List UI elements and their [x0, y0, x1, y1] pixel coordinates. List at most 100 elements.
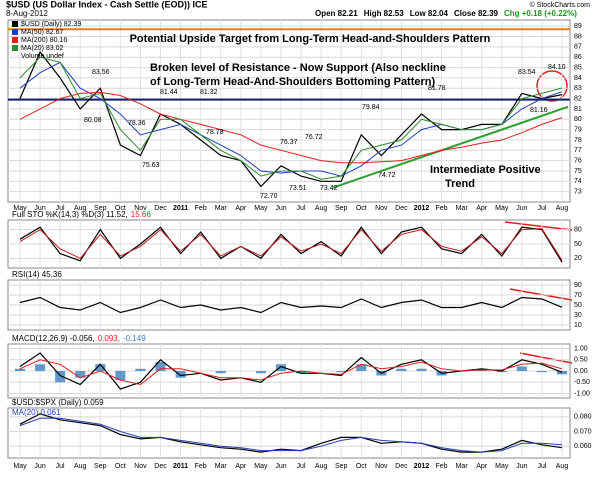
x-tick-label: Jun: [516, 463, 527, 470]
x-tick-label: Dec: [395, 205, 408, 212]
series-line: [19, 228, 563, 261]
point-label: 81.78: [428, 85, 446, 92]
x-tick-label: Jul: [56, 205, 65, 212]
date: 8-Aug-2012: [6, 9, 48, 18]
histogram-bar: [356, 364, 367, 371]
y-tick-label: 74: [574, 178, 582, 185]
panel-label: Full STO %K(14,3) %D(3) 11.52, 15.66: [12, 210, 151, 219]
point-label: 83.56: [92, 69, 110, 76]
x-tick-label: May: [254, 205, 268, 212]
y-tick-label: 81: [574, 106, 582, 113]
x-tick-label: Apr: [476, 205, 488, 212]
y-tick-label: 88: [574, 33, 582, 40]
panel-frame: [7, 19, 571, 203]
panel-label-part: 0.093,: [98, 334, 120, 343]
x-tick-label: Mar: [456, 205, 469, 212]
x-tick-label: Nov: [134, 463, 147, 470]
point-label: 80.08: [84, 117, 102, 124]
point-label: 83.54: [518, 69, 536, 76]
point-label: 78.78: [206, 129, 224, 136]
x-tick-label: Jun: [275, 205, 286, 212]
x-tick-label: Aug: [315, 205, 328, 212]
histogram-bar: [255, 371, 266, 374]
x-tick-label: Jul: [537, 205, 546, 212]
panel-label: RSI(14) 45.36: [12, 270, 62, 279]
x-tick-label: Jun: [516, 205, 527, 212]
legend-swatch: [12, 45, 18, 51]
x-tick-label: Oct: [115, 463, 126, 470]
panel-label-part: $USD:$SPX (Daily) 0.059: [12, 398, 104, 407]
y-tick-label: -0.50: [574, 379, 590, 386]
y-tick-label: 0.00: [574, 368, 588, 375]
histogram-bar: [516, 366, 527, 371]
series-line: [19, 413, 563, 453]
panel-frame: [7, 407, 571, 459]
divergence-line: [504, 221, 573, 231]
x-tick-label: Aug: [556, 205, 569, 212]
y-tick-label: 79: [574, 126, 582, 133]
y-tick-label: -1.00: [574, 390, 590, 397]
y-tick-label: 90: [574, 282, 582, 289]
panel-label: $USD:$SPX (Daily) 0.059: [12, 398, 104, 407]
point-label: 76.37: [280, 139, 298, 146]
histogram-bar: [275, 364, 286, 371]
legend-swatch: [12, 21, 18, 27]
x-tick-label: Jun: [34, 205, 45, 212]
y-tick-label: 0.070: [574, 428, 592, 435]
x-tick-label: 2012: [414, 205, 430, 212]
y-tick-label: 30: [574, 312, 582, 319]
legend-entry: $USD (Daily) 82.39: [21, 21, 81, 28]
point-label: 79.84: [362, 104, 380, 111]
y-tick-label: 85: [574, 64, 582, 71]
annotation: Broken level of Resistance - Now Support…: [150, 62, 446, 74]
x-tick-label: Aug: [556, 463, 569, 470]
x-tick-label: Apr: [476, 463, 488, 470]
x-tick-label: Sep: [335, 463, 348, 470]
point-label: 73.42: [320, 185, 338, 192]
histogram-bar: [396, 368, 407, 371]
point-label: 81.16: [530, 107, 548, 114]
histogram-bar: [135, 368, 146, 371]
y-tick-label: 50: [574, 302, 582, 309]
x-tick-label: Aug: [74, 463, 87, 470]
panel-label-part: 15.66: [131, 210, 152, 219]
panel-label-part: Full STO %K(14,3) %D(3) 11.52,: [12, 210, 128, 219]
point-label: 74.72: [378, 172, 396, 179]
series-line: [19, 359, 563, 386]
x-tick-label: Jul: [297, 463, 306, 470]
y-tick-label: 82: [574, 95, 582, 102]
x-tick-label: Nov: [375, 205, 388, 212]
y-tick-label: 86: [574, 54, 582, 61]
x-tick-label: Apr: [235, 205, 247, 212]
x-tick-label: Jul: [297, 205, 306, 212]
x-tick-label: Jul: [56, 463, 65, 470]
x-tick-label: 2012: [414, 463, 430, 470]
histogram-bar: [215, 371, 226, 374]
y-tick-label: 80: [574, 116, 582, 123]
legend-entry: MA(200) 80.16: [21, 37, 67, 44]
histogram-bar: [416, 368, 427, 371]
panel-label-part: MACD(12,26,9) -0.056,: [12, 334, 95, 343]
point-label: 75.63: [142, 162, 160, 169]
histogram-bar: [556, 371, 568, 375]
legend-swatch: [12, 29, 18, 35]
x-tick-label: Mar: [215, 205, 228, 212]
histogram-bar: [155, 362, 166, 371]
highlight-circle: [536, 70, 568, 102]
y-tick-label: 0.50: [574, 357, 588, 364]
histogram-bar: [35, 364, 46, 371]
point-label: 81.32: [200, 89, 218, 96]
y-tick-label: 0.080: [574, 414, 592, 421]
x-tick-label: Dec: [395, 463, 408, 470]
panel-label-part: RSI(14) 45.36: [12, 270, 62, 279]
x-tick-label: May: [495, 463, 509, 470]
x-tick-label: 2011: [173, 205, 188, 212]
y-tick-label: 83: [574, 85, 582, 92]
y-tick-label: 76: [574, 157, 582, 164]
x-tick-label: Jun: [275, 463, 286, 470]
x-tick-label: Nov: [134, 205, 147, 212]
y-tick-label: 75: [574, 168, 582, 175]
y-tick-label: 84: [574, 75, 582, 82]
y-tick-label: 78: [574, 137, 582, 144]
